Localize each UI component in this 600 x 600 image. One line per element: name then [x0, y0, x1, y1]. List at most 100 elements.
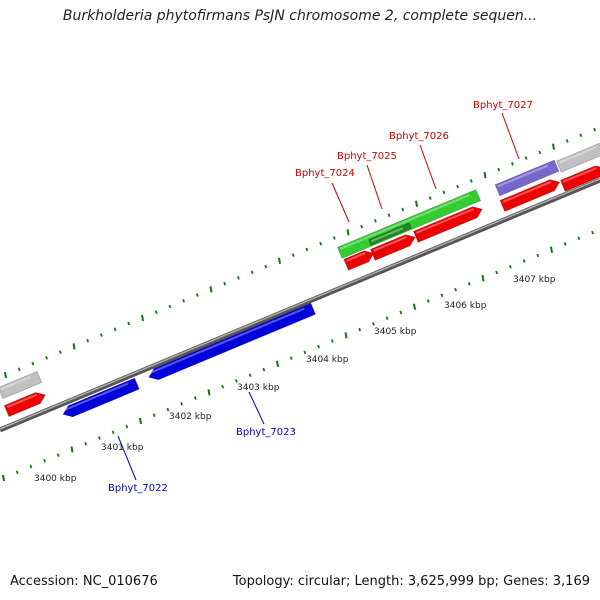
- lower-minor-tick: [262, 367, 266, 372]
- lower-minor-tick: [358, 327, 362, 332]
- scale-label-3405: 3405 kbp: [374, 327, 417, 337]
- lower-minor-tick: [563, 242, 567, 246]
- forward-gene-bphyt-7027-shine: [502, 180, 552, 203]
- lower-minor-tick: [84, 441, 88, 446]
- lower-major-tick: [276, 360, 279, 367]
- lower-minor-tick: [522, 259, 526, 263]
- upper-major-tick: [552, 143, 555, 150]
- leader-line-bphyt-7025: [366, 164, 383, 210]
- lower-minor-tick: [330, 339, 334, 343]
- gene-label-bphyt-7024[interactable]: Bphyt_7024: [295, 168, 355, 179]
- lower-minor-tick: [303, 350, 307, 355]
- upper-tick-track: [4, 127, 596, 379]
- lower-major-tick: [481, 275, 485, 282]
- upper-minor-tick: [593, 127, 596, 132]
- chromosome-backbone: [0, 177, 600, 433]
- lower-minor-tick: [248, 373, 252, 378]
- lower-minor-tick: [399, 310, 403, 315]
- lower-minor-tick: [15, 470, 19, 475]
- leader-line-bphyt-7027: [501, 112, 520, 160]
- gene-label-bphyt-7023[interactable]: Bphyt_7023: [236, 427, 296, 438]
- forward-gene-bphyt-7025-shine: [372, 236, 407, 252]
- lower-tick-track: [2, 230, 594, 482]
- lower-minor-tick: [221, 384, 225, 389]
- upper-major-tick: [346, 229, 350, 236]
- scale-label-3400: 3400 kbp: [34, 474, 77, 484]
- forward-gene-left: [3, 392, 46, 418]
- grey-feature-right-shape: [556, 141, 600, 173]
- upper-minor-tick: [579, 133, 583, 138]
- forward-gene-bphyt-7024-shape: [343, 250, 375, 271]
- lower-major-tick: [2, 474, 5, 482]
- reverse-gene-bphyt-7023-shape: [148, 302, 316, 381]
- upper-minor-tick: [31, 361, 35, 366]
- upper-minor-tick: [565, 139, 569, 143]
- upper-minor-tick: [319, 241, 322, 246]
- scale-label-3402: 3402 kbp: [169, 412, 212, 422]
- accession-text: Accession: NC_010676: [10, 574, 158, 589]
- upper-minor-tick: [45, 356, 48, 360]
- purple-feature: [494, 159, 560, 197]
- upper-minor-tick: [428, 196, 432, 200]
- purple-feature-shine: [497, 164, 549, 188]
- green-feature-inner: [368, 222, 412, 246]
- upper-minor-tick: [195, 293, 199, 297]
- leader-line-bphyt-7024: [331, 182, 350, 223]
- lower-minor-tick: [125, 424, 129, 429]
- grey-feature-left: [0, 370, 43, 400]
- lower-minor-tick: [495, 270, 499, 275]
- lower-major-tick: [344, 332, 348, 339]
- upper-minor-tick: [332, 236, 336, 240]
- forward-gene-left-shape: [3, 392, 46, 418]
- upper-minor-tick: [524, 156, 528, 160]
- chromosome-backbone-highlight: [0, 178, 600, 430]
- green-feature-inner-shape: [368, 222, 412, 246]
- lower-minor-tick: [440, 293, 444, 298]
- grey-feature-left-shine: [0, 375, 32, 391]
- forward-gene-left-shine: [6, 393, 38, 409]
- reverse-gene-bphyt-7023: [148, 302, 316, 381]
- lower-minor-tick: [509, 265, 512, 269]
- reverse-gene-bphyt-7022: [62, 377, 140, 418]
- green-feature-shine: [339, 194, 470, 250]
- lower-minor-tick: [180, 402, 183, 406]
- leader-line-bphyt-7026: [419, 144, 437, 190]
- forward-gene-bphyt-7024-shine: [346, 252, 366, 262]
- upper-minor-tick: [154, 310, 158, 314]
- lower-major-tick: [550, 246, 553, 253]
- upper-minor-tick: [127, 321, 131, 326]
- upper-minor-tick: [182, 299, 185, 303]
- upper-major-tick: [4, 371, 7, 379]
- upper-major-tick: [278, 257, 281, 264]
- upper-minor-tick: [264, 264, 268, 269]
- gene-label-bphyt-7027[interactable]: Bphyt_7027: [473, 100, 533, 111]
- upper-minor-tick: [442, 190, 446, 195]
- reverse-gene-bphyt-7022-shine: [63, 382, 129, 412]
- scale-label-3404: 3404 kbp: [306, 355, 349, 365]
- upper-major-tick: [141, 314, 144, 322]
- lower-minor-tick: [43, 459, 46, 463]
- upper-minor-tick: [456, 184, 459, 189]
- grey-feature-right-shine: [559, 146, 597, 164]
- forward-gene-right: [559, 165, 600, 192]
- lower-major-tick: [139, 417, 142, 425]
- gene-label-bphyt-7022[interactable]: Bphyt_7022: [108, 483, 168, 494]
- upper-minor-tick: [538, 150, 542, 155]
- forward-gene-bphyt-7027: [499, 179, 561, 212]
- lower-minor-tick: [317, 344, 320, 349]
- gene-label-bphyt-7025[interactable]: Bphyt_7025: [337, 151, 397, 162]
- reverse-gene-bphyt-7022-shape: [62, 377, 140, 418]
- forward-gene-bphyt-7026: [412, 206, 483, 243]
- forward-gene-right-shine: [562, 167, 597, 183]
- genome-summary-text: Topology: circular; Length: 3,625,999 bp…: [232, 574, 590, 589]
- gene-label-bphyt-7026[interactable]: Bphyt_7026: [389, 131, 449, 142]
- upper-minor-tick: [250, 270, 254, 275]
- scale-label-3403: 3403 kbp: [237, 383, 280, 393]
- map-title: Burkholderia phytofirmans PsJN chromosom…: [62, 8, 538, 24]
- lower-minor-tick: [235, 379, 238, 383]
- lower-major-tick: [207, 389, 211, 396]
- lower-minor-tick: [111, 430, 115, 435]
- upper-minor-tick: [100, 333, 103, 337]
- leader-line-bphyt-7023: [248, 391, 265, 425]
